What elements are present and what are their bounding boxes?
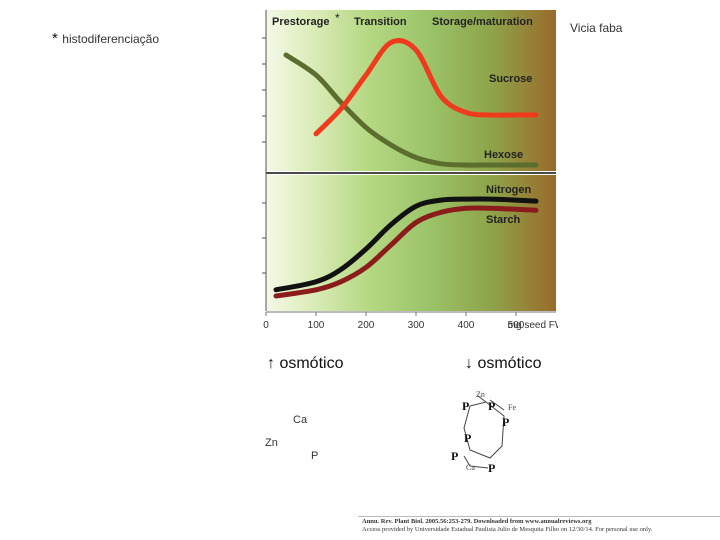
phosphate-3: P	[502, 415, 509, 429]
histodifferentiation-note: * histodiferenciação	[52, 30, 159, 48]
down-arrow-icon: ↓	[465, 355, 473, 372]
ring-fe-label: Fe	[508, 403, 516, 412]
element-zn: Zn	[265, 437, 278, 449]
x-tick-label-4: 400	[458, 320, 475, 331]
x-axis-ticks: 0 100 200 300 400 500	[263, 312, 525, 331]
phosphate-2: P	[488, 399, 495, 413]
top-panel-background	[266, 10, 556, 171]
citation-line-1: Annu. Rev. Plant Biol. 2005.56:253-279. …	[362, 518, 592, 525]
phytate-ring-diagram: P P P P P P Zn Fe Ca	[451, 390, 516, 475]
x-tick-label-1: 100	[308, 320, 325, 331]
phase-star: *	[335, 11, 340, 25]
hexose-label: Hexose	[484, 149, 523, 161]
x-axis-unit: mg seed FW	[508, 320, 558, 331]
starch-curve	[273, 205, 539, 299]
phase-label-prestorage: Prestorage	[272, 16, 329, 28]
hexose-curve	[283, 52, 539, 168]
phosphate-6: P	[488, 461, 495, 475]
osmotic-up-text: osmótico	[279, 355, 344, 372]
ring-outline	[463, 401, 505, 459]
ring-ca-label: Ca	[466, 463, 475, 472]
phase-label-transition: Transition	[354, 16, 407, 28]
citation-line-2: Access provided by Universidade Estadual…	[362, 526, 653, 533]
starch-label: Starch	[486, 214, 521, 226]
note-text: histodiferenciação	[62, 32, 160, 46]
phosphate-1: P	[462, 399, 469, 413]
sucrose-label: Sucrose	[489, 73, 532, 85]
osmotic-down-label: ↓ osmótico	[465, 355, 541, 373]
species-label: Vicia faba	[570, 21, 623, 35]
phosphate-4: P	[464, 431, 471, 445]
phase-label-storage: Storage/maturation	[432, 16, 533, 28]
y-axis-ticks	[262, 10, 267, 311]
element-p: P	[311, 450, 319, 462]
x-tick-label-5: 500	[508, 320, 525, 331]
x-tick-label-3: 300	[408, 320, 425, 331]
phosphate-5: P	[451, 449, 458, 463]
x-tick-label-0: 0	[263, 320, 269, 331]
phosphate-groups: P P P P P P	[451, 399, 509, 475]
ring-zn-label: Zn	[476, 390, 485, 399]
osmotic-up-label: ↑ osmótico	[267, 355, 343, 373]
citation-strip: Annu. Rev. Plant Biol. 2005.56:253-279. …	[358, 516, 720, 540]
seed-development-figure: Prestorage * Transition Storage/maturati…	[262, 10, 558, 331]
star-mark: *	[52, 30, 58, 47]
sucrose-curve	[313, 38, 539, 137]
osmotic-down-text: osmótico	[477, 355, 542, 372]
up-arrow-icon: ↑	[267, 355, 275, 372]
nitrogen-curve	[273, 196, 539, 293]
element-ca: Ca	[293, 414, 308, 426]
x-tick-label-2: 200	[358, 320, 375, 331]
nitrogen-label: Nitrogen	[486, 184, 532, 196]
